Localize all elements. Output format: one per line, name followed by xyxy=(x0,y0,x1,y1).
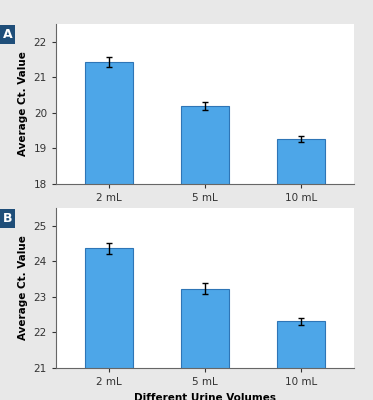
X-axis label: Different Urine Volumes: Different Urine Volumes xyxy=(134,392,276,400)
Text: B: B xyxy=(3,212,12,225)
Bar xyxy=(181,289,229,400)
Text: A: A xyxy=(3,28,12,41)
X-axis label: Different Urine Volumes: Different Urine Volumes xyxy=(134,208,276,218)
Bar xyxy=(278,321,326,400)
Bar xyxy=(85,248,133,400)
Bar xyxy=(278,139,326,400)
Y-axis label: Average Ct. Value: Average Ct. Value xyxy=(18,236,28,340)
Bar xyxy=(181,106,229,400)
Bar xyxy=(85,62,133,400)
Y-axis label: Average Ct. Value: Average Ct. Value xyxy=(18,52,28,156)
